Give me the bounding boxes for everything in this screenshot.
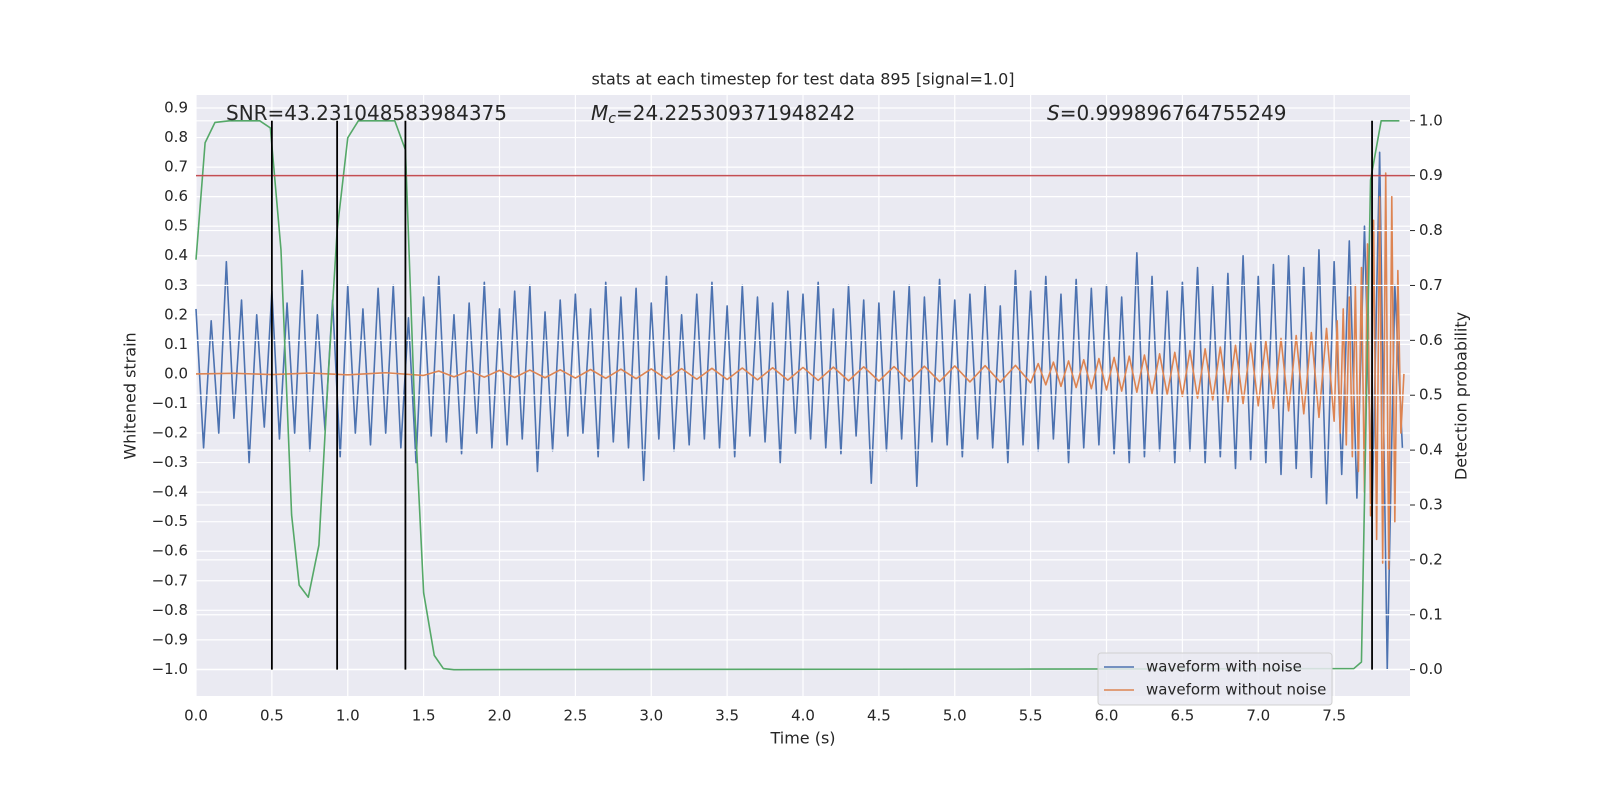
y2-tick-label: 0.5 [1419,386,1443,404]
y-tick-label: −0.6 [152,542,188,560]
y-tick-label: −0.1 [152,394,188,412]
x-tick-label: 3.0 [639,707,663,725]
y-tick-label: −0.2 [152,424,188,442]
y2-tick-label: 0.8 [1419,221,1443,239]
y-tick-label: 0.2 [164,305,188,323]
y-tick-label: 0.9 [164,99,188,117]
legend-label: waveform with noise [1146,658,1302,676]
y2-tick-label: 0.1 [1419,605,1443,623]
y-tick-label: −0.4 [152,483,188,501]
annotation-text: =0.999896764755249 [1060,101,1287,125]
y2-axis-label: Detection probability [1452,312,1471,480]
x-tick-label: 4.0 [791,707,815,725]
y-tick-label: 0.5 [164,217,188,235]
x-tick-label: 6.0 [1095,707,1119,725]
y-tick-label: 0.0 [164,364,188,382]
annotation: S=0.999896764755249 [1047,101,1286,125]
annotation-symbol: M [591,101,608,125]
y-axis-label: Whitened strain [121,332,140,459]
x-tick-label: 7.0 [1246,707,1270,725]
x-tick-label: 5.0 [943,707,967,725]
y2-tick-label: 0.6 [1419,331,1443,349]
x-tick-label: 2.5 [563,707,587,725]
annotation-text: SNR=43.231048583984375 [226,101,507,125]
y-tick-label: −0.3 [152,453,188,471]
y-tick-label: −0.7 [152,571,188,589]
x-axis-label: Time (s) [769,729,835,748]
y-tick-label: −0.8 [152,601,188,619]
legend-label: waveform without noise [1146,681,1326,699]
y2-tick-label: 0.9 [1419,166,1443,184]
annotation-symbol: S [1047,101,1060,125]
y-tick-label: 0.4 [164,246,188,264]
x-tick-label: 5.5 [1019,707,1043,725]
y-tick-label: 0.1 [164,335,188,353]
x-tick-label: 0.0 [184,707,208,725]
annotation: Mc=24.225309371948242 [591,101,855,128]
y-tick-label: 0.7 [164,158,188,176]
y2-tick-label: 0.0 [1419,660,1443,678]
x-tick-label: 2.0 [488,707,512,725]
y-tick-label: −1.0 [152,660,188,678]
y2-tick-label: 0.2 [1419,550,1443,568]
x-tick-label: 1.5 [412,707,436,725]
y-tick-label: −0.9 [152,630,188,648]
y2-tick-label: 1.0 [1419,111,1443,129]
y-tick-label: −0.5 [152,512,188,530]
x-tick-label: 3.5 [715,707,739,725]
x-tick-label: 4.5 [867,707,891,725]
x-tick-label: 0.5 [260,707,284,725]
y-tick-label: 0.3 [164,276,188,294]
annotation: SNR=43.231048583984375 [226,101,507,125]
series-line [195,151,1404,671]
y-tick-label: 0.6 [164,187,188,205]
y2-tick-label: 0.7 [1419,276,1443,294]
chart-title: stats at each timestep for test data 895… [591,70,1014,89]
y2-tick-label: 0.4 [1419,441,1443,459]
x-tick-label: 1.0 [336,707,360,725]
annotation-text: =24.225309371948242 [616,101,855,125]
series-line [195,172,1405,570]
x-tick-label: 6.5 [1170,707,1194,725]
annotation-subscript: c [608,111,616,127]
y-tick-label: 0.8 [164,128,188,146]
legend-box [1097,652,1333,706]
x-tick-label: 7.5 [1322,707,1346,725]
y2-tick-label: 0.3 [1419,495,1443,513]
